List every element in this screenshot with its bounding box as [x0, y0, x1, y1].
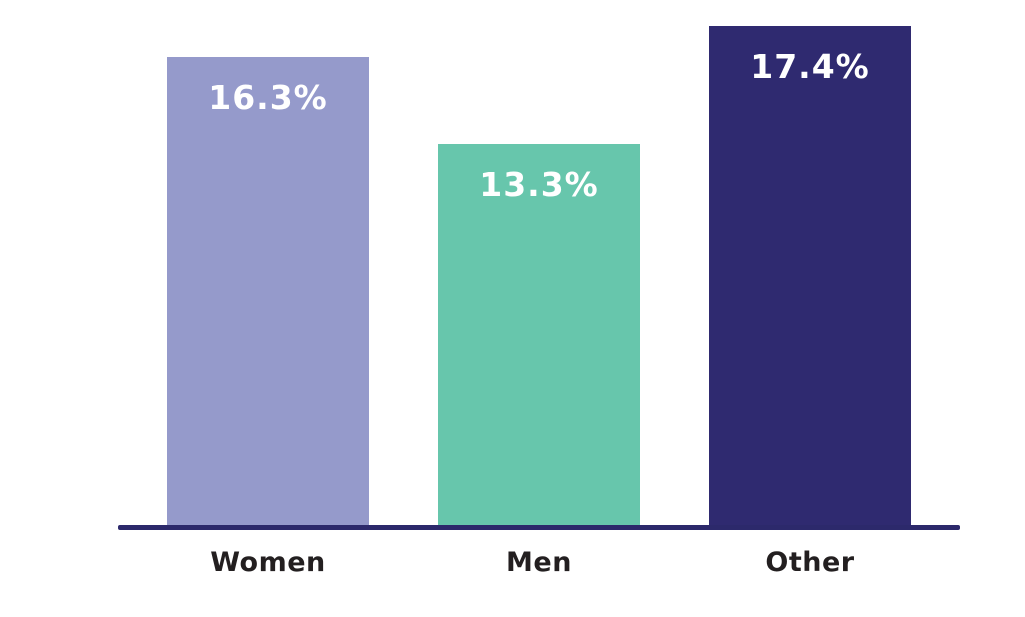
bar-women: 16.3% [167, 57, 369, 526]
bar-men: 13.3% [438, 144, 640, 526]
x-axis-label-women: Women [210, 547, 326, 578]
bar-value-label-men: 13.3% [479, 165, 599, 204]
bar-other: 17.4% [709, 26, 911, 526]
bar-value-label-other: 17.4% [750, 47, 870, 86]
x-axis-label-men: Men [506, 547, 572, 578]
bar-value-label-women: 16.3% [208, 78, 328, 117]
x-axis-label-other: Other [765, 547, 855, 578]
x-axis-line [118, 525, 960, 530]
